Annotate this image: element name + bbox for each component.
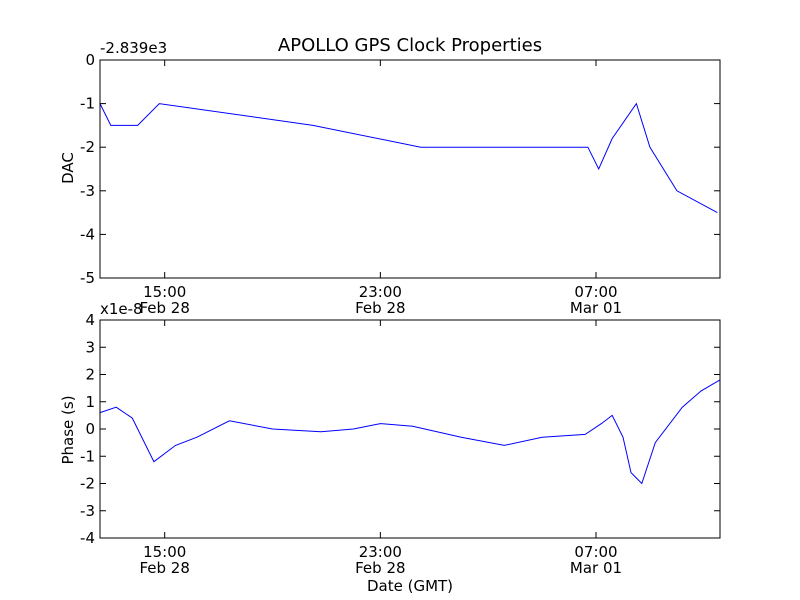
x-axis-label: Date (GMT) [367,577,453,595]
phase-y-tick-label-5: -1 [80,447,95,465]
phase-y-tick-label-3: 1 [85,393,95,411]
phase-offset-label: x1e-8 [100,300,143,318]
dac-y-tick-label-0: 0 [85,51,95,69]
phase-y-tick-label-8: -4 [80,529,95,547]
phase-series [99,379,721,485]
dac-x-tick-time-2: 07:00 [574,283,617,301]
phase-y-axis-label: Phase (s) [59,395,77,464]
dac-y-tick-label-1: -1 [80,95,95,113]
phase-y-tick-label-4: 0 [85,420,95,438]
dac-x-tick-date-1: Feb 28 [355,299,405,317]
phase-series-line-0 [99,379,721,485]
phase-x-tick-date-2: Mar 01 [570,559,622,577]
dac-y-tick-label-2: -2 [80,138,95,156]
dac-x-tick-date-2: Mar 01 [570,299,622,317]
dac-series [99,102,718,214]
dac-x-tick-date-0: Feb 28 [139,299,189,317]
phase-x-tick-date-0: Feb 28 [139,559,189,577]
phase-x-tick-time-0: 15:00 [143,543,186,561]
dac-plot-frame [99,59,721,279]
phase-x-tick-date-1: Feb 28 [355,559,405,577]
dac-y-tick-label-5: -5 [80,269,95,287]
dac-series-line-0 [99,102,718,214]
phase-y-tick-label-6: -2 [80,475,95,493]
dac-offset-label: -2.839e3 [100,39,167,57]
phase-y-tick-label-7: -3 [80,502,95,520]
dac-x-tick-time-0: 15:00 [143,283,186,301]
chart-title: APOLLO GPS Clock Properties [278,35,542,56]
phase-y-tick-label-0: 4 [85,311,95,329]
dac-y-tick-label-4: -4 [80,225,95,243]
phase-y-tick-label-2: 2 [85,366,95,384]
phase-x-tick-time-2: 07:00 [574,543,617,561]
phase-plot-frame [99,319,721,539]
dac-x-tick-time-1: 23:00 [359,283,402,301]
phase-y-tick-label-1: 3 [85,338,95,356]
phase-x-tick-time-1: 23:00 [359,543,402,561]
dac-y-tick-label-3: -3 [80,182,95,200]
dac-y-axis-label: DAC [59,152,77,184]
